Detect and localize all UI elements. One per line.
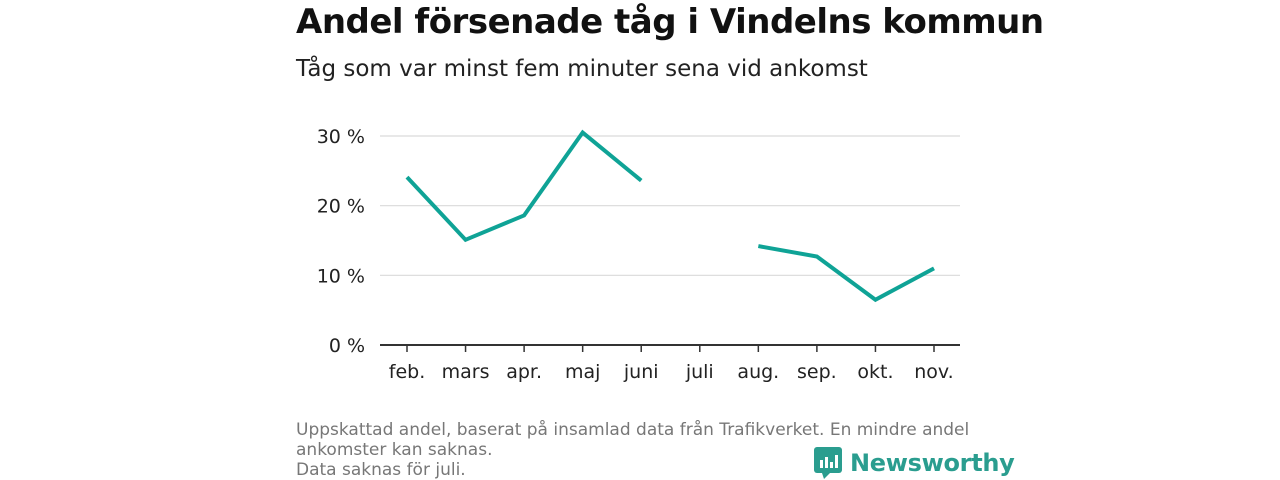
x-tick-label: aug. <box>737 361 779 383</box>
x-tick-label: okt. <box>857 361 893 383</box>
footnote-line: Uppskattad andel, baserat på insamlad da… <box>296 420 970 440</box>
y-tick-label: 20 % <box>317 196 365 218</box>
y-tick-label: 0 % <box>329 335 365 357</box>
series-line-segment <box>757 244 935 303</box>
y-tick-label: 10 % <box>317 265 365 287</box>
x-tick-label: maj <box>565 361 600 383</box>
x-tick-label: sep. <box>797 361 837 383</box>
x-axis: feb. mars apr. maj juni juli aug. sep. okt. nov. <box>380 344 960 383</box>
grid-lines <box>380 135 960 276</box>
series-lines <box>405 129 935 303</box>
footnote-line: Data saknas för juli. <box>296 460 466 480</box>
series-line-segment <box>405 129 643 243</box>
newsworthy-logo-icon <box>814 447 842 479</box>
x-tick-label: mars <box>442 361 490 383</box>
y-tick-label: 30 % <box>317 126 365 148</box>
brand-name: Newsworthy <box>850 449 1015 477</box>
brand-logo: Newsworthy <box>814 447 1015 479</box>
line-chart: 0 % 10 % 20 % 30 % feb. mars apr. maj juni juli a… <box>317 126 960 383</box>
chart-subtitle: Tåg som var minst fem minuter sena vid a… <box>296 56 868 82</box>
y-axis-tick-labels: 0 % 10 % 20 % 30 % <box>317 126 365 357</box>
footnote: Uppskattad andel, baserat på insamlad da… <box>296 420 986 480</box>
x-tick-label: feb. <box>389 361 425 383</box>
footnote-line: ankomster kan saknas. <box>296 440 493 460</box>
x-tick-label: apr. <box>506 361 542 383</box>
chart-title: Andel försenade tåg i Vindelns kommun <box>296 2 1044 42</box>
x-tick-label: juli <box>685 361 714 383</box>
x-tick-label: nov. <box>914 361 953 383</box>
x-tick-label: juni <box>623 361 659 383</box>
